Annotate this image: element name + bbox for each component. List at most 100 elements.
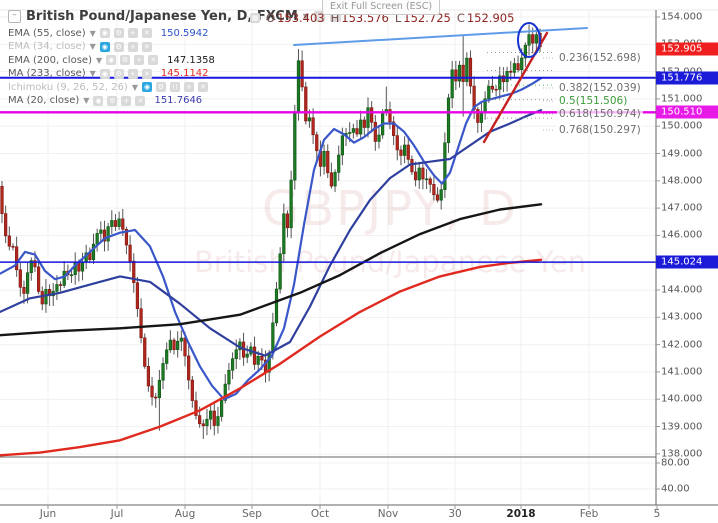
eye-icon[interactable]: ◉ bbox=[99, 28, 110, 38]
gear-icon[interactable]: ⚙ bbox=[120, 55, 131, 65]
candle-body bbox=[399, 149, 403, 156]
symbol-title[interactable]: British Pound/Japanese Yen, D, FXCM bbox=[26, 9, 298, 24]
chevron-down-icon[interactable]: ▼ bbox=[89, 42, 96, 51]
indicator-value: 145.1142 bbox=[160, 68, 209, 79]
candle-body bbox=[172, 339, 176, 350]
x-icon[interactable]: ✕ bbox=[148, 55, 159, 65]
ohlc-high-label: H bbox=[330, 11, 340, 25]
candle-body bbox=[413, 171, 418, 181]
candle-body bbox=[304, 86, 308, 122]
candle-body bbox=[230, 358, 235, 371]
legend-row-ichimoku-4[interactable]: Ichimoku (9, 26, 52, 26) ▼ ◉ ⚙ () + ✕ bbox=[8, 81, 208, 93]
candle-body bbox=[457, 64, 462, 82]
legend-row-ema-0[interactable]: EMA (55, close) ▼ ◉ ⚙ + ✕ 150.5942 bbox=[8, 27, 208, 39]
ohlc-close-value: 152.905 bbox=[466, 11, 515, 25]
legend-row-ma-3[interactable]: MA (233, close) ▼ ◉ ⚙ + ✕ 145.1142 bbox=[8, 68, 209, 80]
title-toolbar-icon-1[interactable]: ◎ bbox=[313, 11, 325, 22]
candle-body bbox=[282, 213, 286, 255]
title-toolbar-icon-2[interactable]: + bbox=[329, 11, 341, 22]
eye-icon[interactable]: ◉ bbox=[106, 55, 117, 65]
chevron-down-icon[interactable]: ▼ bbox=[83, 96, 90, 105]
time-axis-label: 5 bbox=[653, 508, 661, 520]
candle-body bbox=[476, 109, 480, 123]
plus-icon[interactable]: + bbox=[127, 41, 138, 52]
eye-icon[interactable]: ◉ bbox=[99, 41, 110, 52]
gear-icon[interactable]: ⚙ bbox=[107, 95, 118, 106]
price-axis-label: 146.000 bbox=[661, 229, 703, 241]
chevron-down-icon[interactable]: ▼ bbox=[131, 82, 138, 92]
time-axis-label: Aug bbox=[174, 508, 196, 520]
price-axis-label: 143.000 bbox=[661, 311, 703, 323]
candle-body bbox=[190, 379, 194, 401]
candle-body bbox=[366, 107, 370, 128]
candle-body bbox=[183, 337, 187, 357]
candle-body bbox=[7, 235, 11, 247]
candle-body bbox=[91, 243, 96, 261]
time-axis-label: Feb bbox=[579, 508, 599, 520]
plus-icon[interactable]: + bbox=[121, 95, 132, 106]
candle-body bbox=[406, 144, 410, 160]
candle-body bbox=[271, 322, 275, 354]
ohlc-style-icon[interactable]: ▦ bbox=[250, 13, 260, 23]
x-icon[interactable]: ✕ bbox=[141, 68, 152, 79]
chevron-down-icon[interactable]: ▼ bbox=[302, 12, 309, 21]
candle-body bbox=[139, 308, 143, 339]
eye-icon[interactable]: ◉ bbox=[93, 95, 104, 106]
legend-row-ma-5[interactable]: MA (20, close) ▼ ◉ ⚙ + ✕ 151.7646 bbox=[8, 95, 202, 107]
chevron-down-icon[interactable]: ▼ bbox=[95, 55, 103, 65]
price-axis-label: 144.000 bbox=[661, 284, 703, 296]
x-icon[interactable]: ✕ bbox=[141, 28, 152, 38]
candle-body bbox=[501, 75, 506, 82]
candle-body bbox=[392, 121, 396, 136]
candle-body bbox=[11, 245, 15, 248]
candle-body bbox=[333, 172, 337, 187]
candle-body bbox=[252, 346, 257, 365]
x-icon[interactable]: ✕ bbox=[141, 41, 152, 52]
candle-body bbox=[285, 213, 290, 229]
gear-icon[interactable]: ⚙ bbox=[113, 28, 124, 38]
candle-body bbox=[150, 385, 154, 398]
price-axis-label: 148.000 bbox=[661, 175, 703, 187]
plus-icon[interactable]: + bbox=[184, 82, 194, 92]
x-icon[interactable]: ✕ bbox=[135, 95, 146, 106]
candle-body bbox=[362, 119, 366, 128]
plus-icon[interactable]: + bbox=[127, 68, 138, 79]
candle-body bbox=[494, 88, 498, 91]
chevron-down-icon[interactable]: ▼ bbox=[89, 69, 96, 78]
gear-icon[interactable]: ⚙ bbox=[113, 41, 124, 52]
candle-body bbox=[296, 60, 301, 114]
plus-icon[interactable]: + bbox=[127, 28, 138, 38]
candle-body bbox=[509, 70, 513, 73]
price-axis-label: 139.000 bbox=[661, 421, 703, 432]
candle-body bbox=[351, 128, 355, 133]
eye-icon[interactable]: ◉ bbox=[142, 82, 152, 92]
price-axis-label: 80.00 bbox=[661, 457, 690, 469]
ohlc-open-label: O bbox=[266, 11, 276, 25]
gear-icon[interactable]: ⚙ bbox=[113, 68, 124, 79]
price-axis-label: 138.000 bbox=[661, 448, 703, 460]
x-icon[interactable]: ✕ bbox=[198, 82, 208, 92]
chevron-down-icon[interactable]: ▼ bbox=[89, 28, 96, 38]
time-scale[interactable] bbox=[0, 505, 718, 523]
gear-icon[interactable]: ⚙ bbox=[156, 82, 166, 92]
candle-body bbox=[0, 186, 4, 214]
legend-row-ema-1[interactable]: EMA (34, close) ▼ ◉ ⚙ + ✕ bbox=[8, 41, 152, 53]
legend-row-ema-2[interactable]: EMA (200, close) ▼ ◉ ⚙ + ✕ 147.1358 bbox=[8, 54, 215, 66]
candle-body bbox=[113, 220, 118, 227]
symbol-header[interactable]: – British Pound/Japanese Yen, D, FXCM ▼ … bbox=[8, 9, 341, 24]
candle-body bbox=[194, 400, 198, 416]
candle-body bbox=[417, 167, 421, 181]
time-axis-label: 30 bbox=[448, 508, 462, 520]
candle-body bbox=[209, 410, 213, 420]
paren-icon[interactable]: () bbox=[170, 82, 180, 92]
eye-icon[interactable]: ◉ bbox=[99, 68, 110, 79]
ellipse-annotation bbox=[517, 22, 541, 58]
collapse-icon[interactable]: – bbox=[8, 10, 21, 23]
price-badge: 145.024 bbox=[656, 255, 718, 269]
candle-body bbox=[110, 220, 114, 227]
candle-body bbox=[201, 423, 205, 427]
plus-icon[interactable]: + bbox=[134, 55, 145, 65]
indicator-value: 150.5942 bbox=[160, 27, 209, 39]
candle-body bbox=[102, 229, 107, 242]
